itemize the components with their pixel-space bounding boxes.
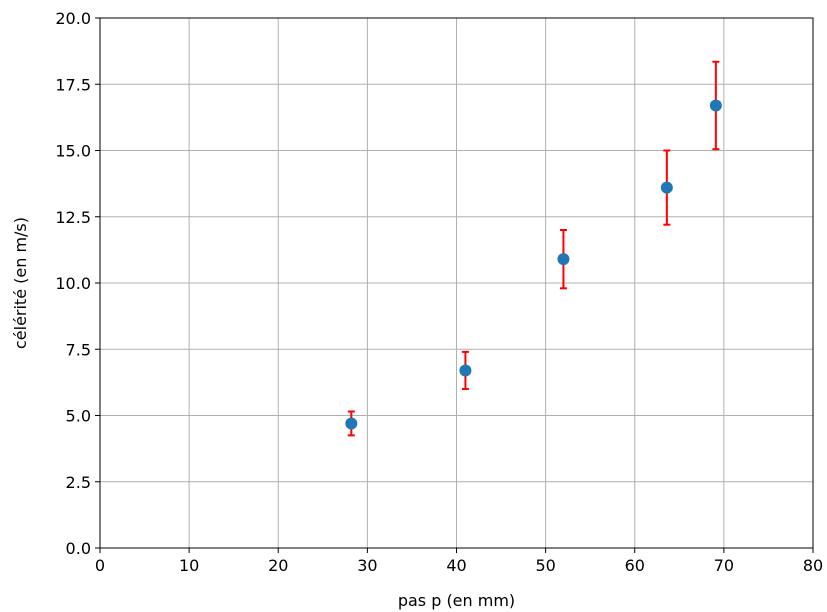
axis-ticks: 0 10 20 30 40 50 60 70 80 0.0 2.5 5.0 7.5 10.0 12.5 15.…: [55, 9, 823, 575]
grid-lines: [99, 17, 814, 549]
x-tick-label: 0: [95, 556, 105, 575]
y-tick-label: 10.0: [55, 274, 91, 293]
error-bars: [347, 60, 720, 437]
x-tick-label: 10: [179, 556, 199, 575]
y-tick-label: 20.0: [55, 9, 91, 28]
data-point: [459, 364, 472, 377]
x-tick-label: 40: [446, 556, 466, 575]
x-tick-label: 60: [625, 556, 645, 575]
y-tick-label: 12.5: [55, 208, 91, 227]
x-tick-label: 70: [714, 556, 734, 575]
data-points: [345, 99, 722, 430]
x-tick-label: 50: [535, 556, 555, 575]
x-axis-label: pas p (en mm): [398, 591, 515, 610]
x-tick-label: 80: [803, 556, 823, 575]
y-tick-label: 0.0: [66, 539, 91, 558]
data-point: [709, 99, 722, 112]
y-tick-label: 15.0: [55, 142, 91, 161]
y-tick-label: 5.0: [66, 407, 91, 426]
y-axis-label: célérité (en m/s): [11, 217, 30, 349]
data-point: [557, 253, 570, 266]
y-tick-label: 2.5: [66, 473, 91, 492]
data-point: [660, 181, 673, 194]
plot-frame: [99, 17, 814, 549]
x-tick-label: 30: [357, 556, 377, 575]
y-tick-label: 7.5: [66, 340, 91, 359]
y-tick-label: 17.5: [55, 75, 91, 94]
data-point: [345, 417, 358, 430]
x-tick-label: 20: [268, 556, 288, 575]
